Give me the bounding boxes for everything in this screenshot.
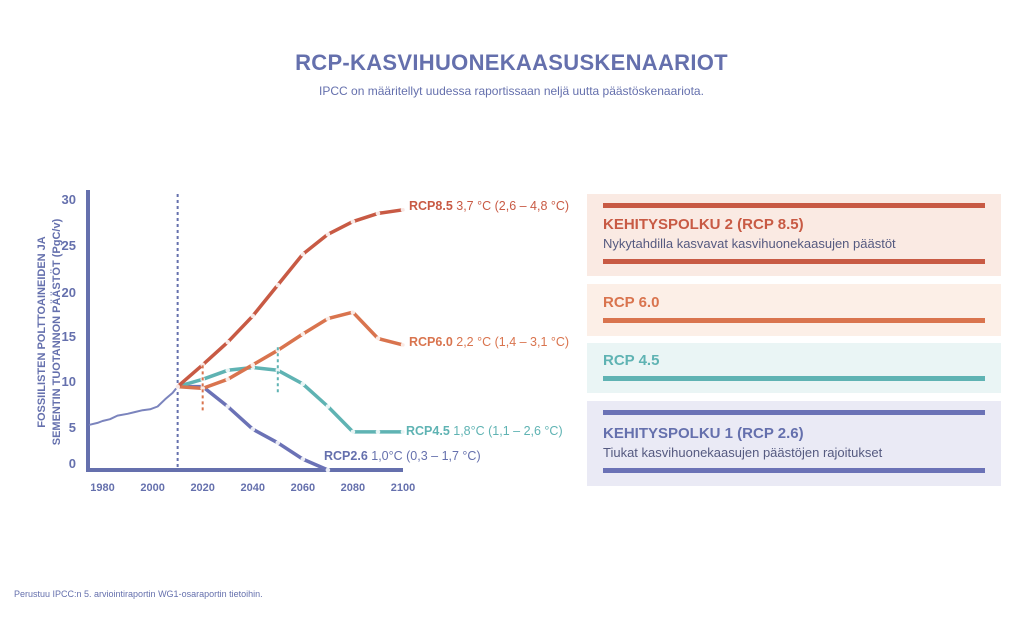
x-tick-label: 1980 [90,482,114,494]
legend-description-rcp85: Nykytahdilla kasvavat kasvihuonekaasujen… [603,236,896,251]
series-label-rcp85: RCP8.5 3,7 °C (2,6 – 4,8 °C) [409,199,569,213]
legend-bar-bottom [603,468,985,473]
series-label-rcp26: RCP2.6 1,0°C (0,3 – 1,7 °C) [324,449,481,463]
data-point-rcp26 [250,426,256,432]
series-label-rcp60: RCP6.0 2,2 °C (1,4 – 3,1 °C) [409,335,569,349]
data-point-rcp26 [300,456,306,462]
data-point-rcp26 [275,440,281,446]
data-point-rcp60 [250,362,256,368]
data-point-rcp45 [400,429,406,435]
page-subtitle: IPCC on määritellyt uudessa raportissaan… [319,84,704,98]
series-line-rcp85 [175,208,405,389]
series-label-rcp45: RCP4.5 1,8°C (1,1 – 2,6 °C) [406,424,563,438]
legend-bar-rcp45 [603,376,985,381]
data-point-rcp85 [375,211,381,216]
data-point-rcp60 [300,331,306,337]
page-title: RCP-KASVIHUONEKAASUSKENAARIOT [295,50,728,75]
data-point-rcp85 [325,231,331,237]
y-tick-label: 20 [62,285,76,300]
data-point-rcp85 [400,207,406,213]
data-point-rcp85 [350,219,356,224]
legend-bar-bottom [603,259,985,264]
x-tick-label: 2000 [140,482,164,494]
data-point-rcp85 [275,282,281,288]
legend-box-rcp45: RCP 4.5 [587,343,1001,393]
data-point-rcp45 [350,429,356,435]
data-point-rcp85 [300,251,306,257]
y-tick-label: 30 [62,192,76,207]
x-tick-label: 2020 [190,482,214,494]
legend-box-rcp85: KEHITYSPOLKU 2 (RCP 8.5) Nykytahdilla ka… [587,194,1001,276]
series-line-historical [89,385,179,426]
data-point-rcp60 [400,342,406,348]
emissions-chart: 0 5 10 15 20 25 30 1980 2000 2020 2040 2060 2080 2100… [62,190,569,494]
data-point-rcp45 [275,367,281,373]
data-point-rcp26 [225,404,231,409]
legend-bar-top [603,203,985,208]
legend-title-rcp60: RCP 6.0 [603,294,660,311]
data-point-rcp85 [175,384,180,389]
x-tick-label: 2060 [291,482,315,494]
series-label-name: RCP6.0 [409,335,453,349]
data-point-rcp60 [225,377,231,382]
legend-box-rcp26: KEHITYSPOLKU 1 (RCP 2.6) Tiukat kasvihuo… [587,401,1001,486]
y-tick-label: 5 [69,420,76,435]
x-tick-label: 2040 [241,482,265,494]
data-point-rcp45 [225,367,231,373]
data-point-rcp60 [375,336,381,341]
x-tick-label: 2100 [391,482,415,494]
legend-bar-top [603,410,985,415]
series-label-name: RCP4.5 [406,424,450,438]
x-tick-label: 2080 [341,482,365,494]
data-point-rcp45 [300,381,306,387]
y-tick-label: 10 [62,374,76,389]
data-point-rcp85 [225,339,231,345]
y-tick-label: 0 [69,456,76,471]
footnote: Perustuu IPCC:n 5. arviointiraportin WG1… [14,589,263,599]
y-tick-label: 15 [62,329,76,344]
series-label-range: 2,2 °C (1,4 – 3,1 °C) [453,335,569,349]
data-point-rcp60 [200,386,205,391]
series-label-range: 1,8°C (1,1 – 2,6 °C) [450,424,563,438]
legend-title-rcp85: KEHITYSPOLKU 2 (RCP 8.5) [603,216,804,233]
series-line-rcp60 [175,310,405,391]
series-label-range: 3,7 °C (2,6 – 4,8 °C) [453,199,569,213]
legend-description-rcp26: Tiukat kasvihuonekaasujen päästöjen rajo… [603,445,883,460]
data-point-rcp60 [275,348,281,353]
data-point-rcp85 [250,313,256,319]
y-tick-label: 25 [62,238,76,253]
data-point-rcp26 [325,467,331,473]
series-line-rcp45 [175,365,405,434]
legend-box-rcp60: RCP 6.0 [587,284,1001,336]
data-point-rcp85 [200,362,205,368]
legend-title-rcp45: RCP 4.5 [603,352,660,369]
legend-title-rcp26: KEHITYSPOLKU 1 (RCP 2.6) [603,425,804,442]
series-label-range: 1,0°C (0,3 – 1,7 °C) [368,449,481,463]
data-point-rcp45 [375,429,381,435]
series-label-name: RCP8.5 [409,199,453,213]
legend-bar-rcp60 [603,318,985,323]
data-point-rcp60 [350,309,356,315]
series-label-name: RCP2.6 [324,449,368,463]
data-point-rcp45 [325,404,331,409]
data-point-rcp60 [325,316,331,321]
